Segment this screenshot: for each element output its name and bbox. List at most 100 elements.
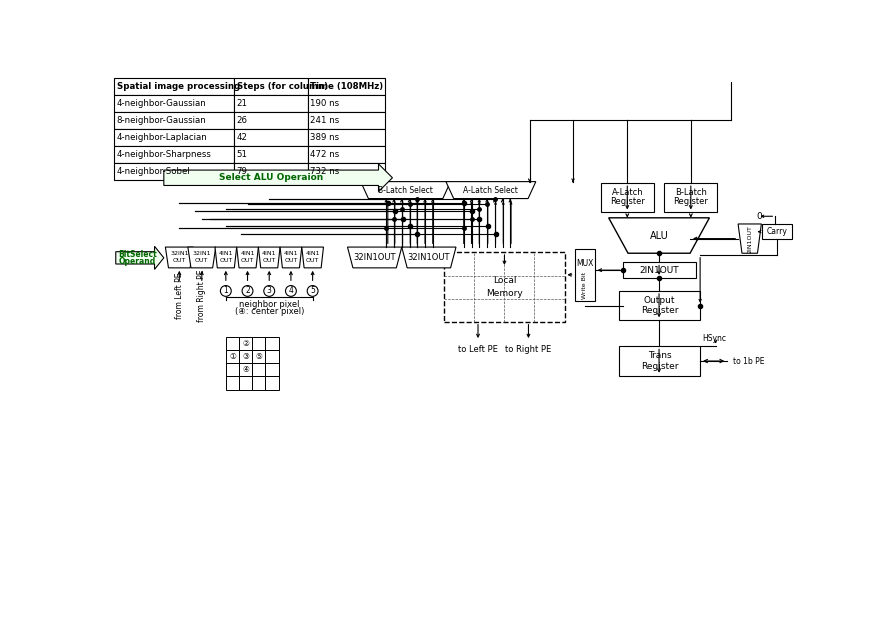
Text: OUT: OUT	[306, 258, 319, 263]
FancyBboxPatch shape	[226, 364, 239, 376]
FancyBboxPatch shape	[252, 350, 265, 364]
Text: B-Latch: B-Latch	[675, 188, 707, 197]
Polygon shape	[280, 247, 301, 268]
Text: neighbor pixel: neighbor pixel	[239, 300, 300, 310]
Text: 79: 79	[236, 167, 247, 176]
FancyBboxPatch shape	[265, 350, 278, 364]
Text: Trans: Trans	[647, 351, 671, 360]
Polygon shape	[215, 247, 236, 268]
Text: 732 ns: 732 ns	[310, 167, 340, 176]
Text: 32IN1: 32IN1	[193, 251, 211, 256]
Text: 5: 5	[310, 286, 315, 295]
FancyBboxPatch shape	[622, 263, 696, 278]
Text: 32IN1OUT: 32IN1OUT	[408, 253, 450, 262]
Text: 4IN1: 4IN1	[240, 251, 255, 256]
FancyBboxPatch shape	[114, 163, 235, 180]
Polygon shape	[301, 247, 324, 268]
Text: ③: ③	[242, 352, 249, 361]
FancyBboxPatch shape	[664, 183, 717, 212]
Polygon shape	[446, 181, 536, 198]
Text: to Left PE: to Left PE	[458, 345, 498, 354]
Text: Time (108MHz): Time (108MHz)	[310, 82, 383, 92]
Text: from Left PE: from Left PE	[175, 273, 184, 319]
Text: Memory: Memory	[486, 289, 523, 298]
Text: Register: Register	[673, 197, 709, 206]
Polygon shape	[738, 224, 761, 253]
Text: Register: Register	[610, 197, 645, 206]
Text: Output: Output	[644, 296, 675, 305]
FancyBboxPatch shape	[239, 364, 252, 376]
FancyBboxPatch shape	[235, 112, 308, 129]
FancyBboxPatch shape	[235, 129, 308, 146]
Polygon shape	[165, 247, 193, 268]
Text: HSync: HSync	[702, 334, 726, 344]
FancyBboxPatch shape	[226, 337, 239, 350]
Text: 32IN1OUT: 32IN1OUT	[353, 253, 396, 262]
Text: 2IN1OUT: 2IN1OUT	[748, 225, 752, 252]
FancyBboxPatch shape	[308, 95, 386, 112]
Text: 389 ns: 389 ns	[310, 133, 340, 142]
Text: ALU: ALU	[650, 230, 669, 241]
Polygon shape	[236, 247, 259, 268]
Text: 42: 42	[236, 133, 248, 142]
Polygon shape	[609, 218, 709, 253]
Text: Spatial image processing: Spatial image processing	[116, 82, 240, 92]
Text: Operand: Operand	[119, 257, 156, 266]
FancyBboxPatch shape	[114, 129, 235, 146]
Text: A-Latch Select: A-Latch Select	[463, 186, 518, 195]
Text: A-Latch: A-Latch	[612, 188, 643, 197]
Text: 21: 21	[236, 99, 248, 109]
FancyBboxPatch shape	[226, 376, 239, 389]
FancyBboxPatch shape	[601, 183, 653, 212]
Text: B-Latch Select: B-Latch Select	[378, 186, 433, 195]
Text: 1: 1	[223, 286, 228, 295]
FancyBboxPatch shape	[235, 78, 308, 95]
FancyBboxPatch shape	[252, 376, 265, 389]
Text: to Right PE: to Right PE	[505, 345, 551, 354]
Text: Steps (for column): Steps (for column)	[236, 82, 328, 92]
FancyBboxPatch shape	[308, 163, 386, 180]
FancyBboxPatch shape	[308, 78, 386, 95]
Text: to 1b PE: to 1b PE	[733, 357, 765, 365]
Text: OUT: OUT	[262, 258, 276, 263]
Text: Select ALU Operaion: Select ALU Operaion	[219, 173, 324, 182]
Text: 4IN1: 4IN1	[284, 251, 298, 256]
Text: 4IN1: 4IN1	[262, 251, 276, 256]
FancyBboxPatch shape	[308, 129, 386, 146]
Text: from Right PE: from Right PE	[197, 269, 206, 322]
FancyBboxPatch shape	[239, 376, 252, 389]
Text: OUT: OUT	[195, 258, 209, 263]
Text: 190 ns: 190 ns	[310, 99, 340, 109]
Polygon shape	[188, 247, 216, 268]
Text: (④: center pixel): (④: center pixel)	[235, 307, 304, 317]
FancyBboxPatch shape	[619, 347, 701, 376]
Text: Carry: Carry	[766, 227, 788, 236]
Polygon shape	[348, 247, 402, 268]
FancyBboxPatch shape	[308, 112, 386, 129]
Text: OUT: OUT	[172, 258, 186, 263]
FancyBboxPatch shape	[114, 78, 235, 95]
FancyBboxPatch shape	[762, 224, 791, 239]
Text: MUX: MUX	[576, 259, 593, 268]
Text: 4-neighbor-Sobel: 4-neighbor-Sobel	[116, 167, 190, 176]
Polygon shape	[259, 247, 280, 268]
Polygon shape	[116, 246, 164, 269]
FancyBboxPatch shape	[252, 337, 265, 350]
Text: 2: 2	[245, 286, 250, 295]
Text: ①: ①	[229, 352, 236, 361]
FancyBboxPatch shape	[235, 163, 308, 180]
FancyBboxPatch shape	[444, 252, 565, 322]
FancyBboxPatch shape	[235, 95, 308, 112]
FancyBboxPatch shape	[619, 291, 701, 320]
Text: Register: Register	[641, 306, 678, 315]
Text: ⑤: ⑤	[255, 352, 262, 361]
FancyBboxPatch shape	[265, 337, 278, 350]
Text: OUT: OUT	[241, 258, 254, 263]
FancyBboxPatch shape	[114, 146, 235, 163]
FancyBboxPatch shape	[114, 95, 235, 112]
Polygon shape	[164, 164, 392, 192]
FancyBboxPatch shape	[265, 364, 278, 376]
Text: 3: 3	[267, 286, 272, 295]
Text: 4: 4	[289, 286, 293, 295]
FancyBboxPatch shape	[235, 146, 308, 163]
